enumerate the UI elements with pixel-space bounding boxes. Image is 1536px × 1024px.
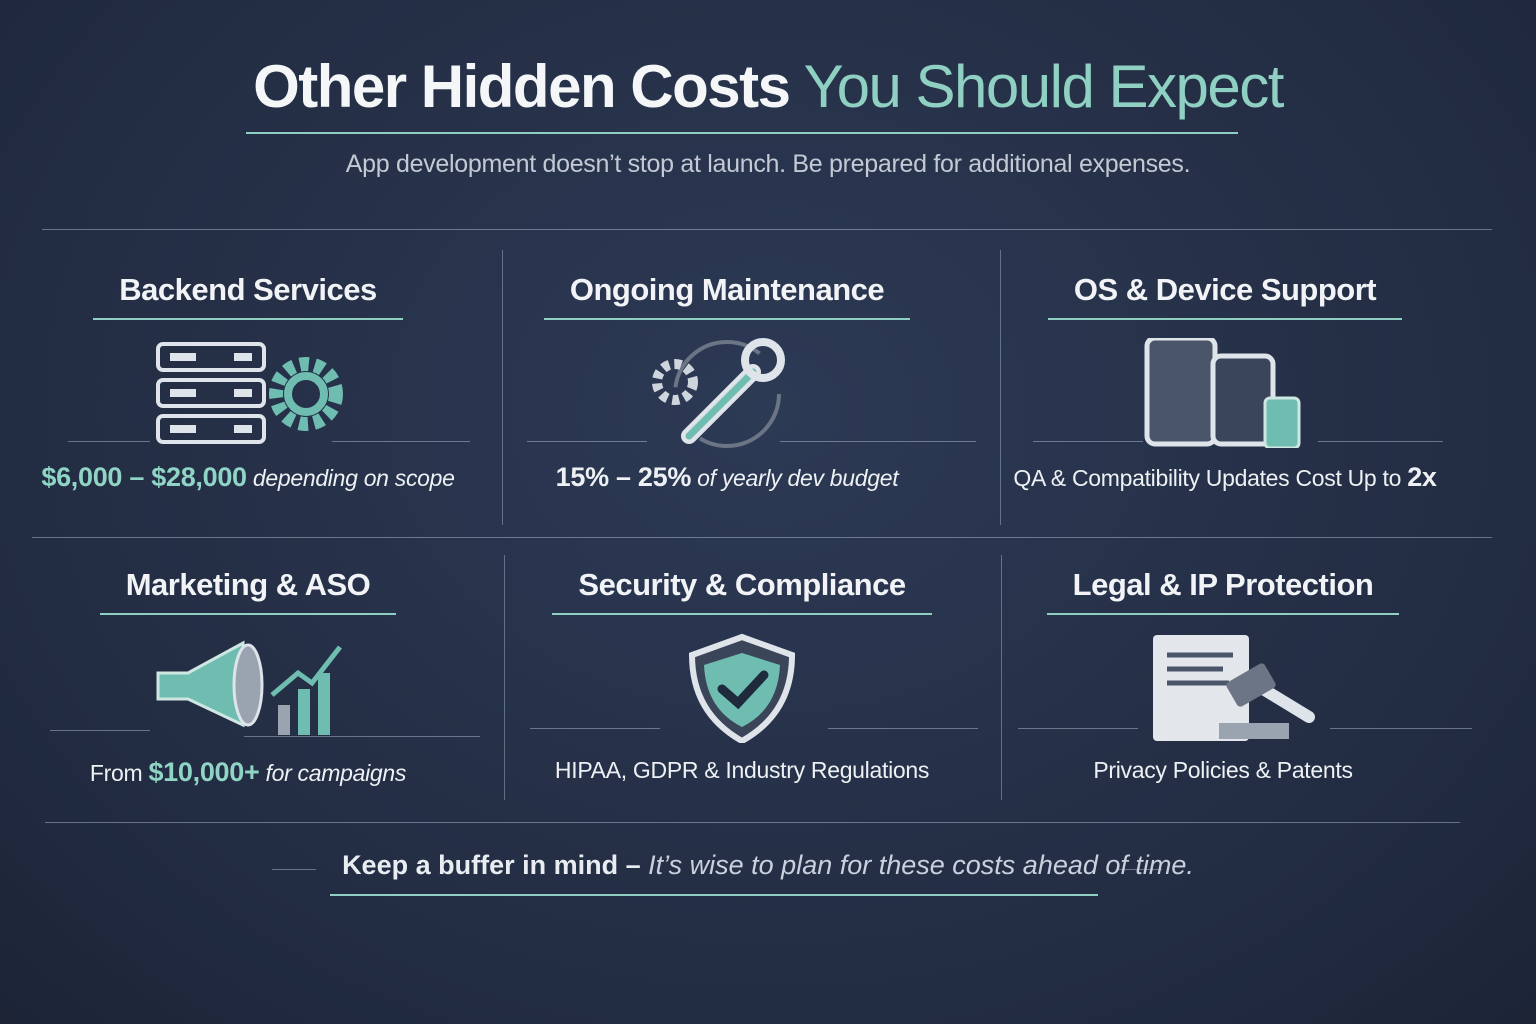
title: Other Hidden Costs You Should Expect [0,52,1536,121]
detail-amount: 15% – 25% [555,462,692,492]
card-title: Security & Compliance [552,567,932,615]
footer-underline [330,894,1098,896]
card-title: Marketing & ASO [99,567,397,615]
detail-text: HIPAA, GDPR & Industry Regulations [554,757,930,783]
card-detail: From $10,000+ for campaigns [28,757,468,788]
rule [68,441,150,442]
card: Backend Services $6,000 – $28,000 depend… [28,272,468,493]
shield-icon [688,633,796,743]
detail-text: depending on scope [252,465,455,491]
rule [1018,728,1138,729]
wrench-icon [652,338,785,448]
megaphone-icon [156,640,342,735]
detail-text: of yearly dev budget [697,465,899,491]
card-detail: QA & Compatibility Updates Cost Up to 2x [1005,462,1445,493]
card: Security & Compliance HIPAA, GDPR & Indu… [522,567,962,784]
title-underline [246,132,1238,134]
card-title: Backend Services [93,272,403,320]
rule [1318,441,1443,442]
footer: Keep a buffer in mind – It’s wise to pla… [0,850,1536,881]
card: Marketing & ASO From $10,000+ for campai… [28,567,468,788]
card-detail: 15% – 25% of yearly dev budget [507,462,947,493]
card-detail: Privacy Policies & Patents [1003,757,1443,784]
devices-icon [1144,338,1301,448]
subtitle: App development doesn’t stop at launch. … [345,150,1191,178]
card-title: Ongoing Maintenance [543,272,911,320]
rule [332,441,470,442]
card-title: OS & Device Support [1047,272,1403,320]
rule [272,869,316,870]
divider [502,250,503,525]
divider [1001,555,1002,800]
footer-lead: Keep a buffer in mind – [342,850,641,880]
rule [1118,869,1162,870]
detail-amount: $10,000+ [148,757,260,787]
detail-text: From [89,760,143,786]
divider [1000,250,1001,525]
detail-text: QA & Compatibility Updates Cost Up to [1013,465,1402,491]
detail-amount: $6,000 – $28,000 [41,462,247,492]
card-detail: HIPAA, GDPR & Industry Regulations [522,757,962,784]
title-accent: You Should Expect [803,53,1285,120]
card: OS & Device Support QA & Compatibility U… [1005,272,1445,493]
divider [42,229,1492,230]
legal-icon [1153,635,1315,741]
rule [1330,728,1472,729]
card: Ongoing Maintenance 15% – 25% of yearly … [507,272,947,493]
divider [32,537,1492,538]
divider [45,822,1460,823]
footer-text: It’s wise to plan for these costs ahead … [648,850,1194,880]
card: Legal & IP Protection Privacy Policies &… [1003,567,1443,784]
rule [780,441,976,442]
rule [1033,441,1143,442]
rule [244,736,480,737]
detail-text: for campaigns [265,760,407,786]
rule [828,728,978,729]
server-icon [156,342,343,444]
card-detail: $6,000 – $28,000 depending on scope [28,462,468,493]
detail-text: Privacy Policies & Patents [1093,757,1353,783]
divider [504,555,505,800]
title-main: Other Hidden Costs [253,53,791,120]
rule [527,441,647,442]
rule [50,730,150,731]
detail-amount: 2x [1407,462,1437,492]
rule [530,728,660,729]
card-title: Legal & IP Protection [1046,567,1400,615]
